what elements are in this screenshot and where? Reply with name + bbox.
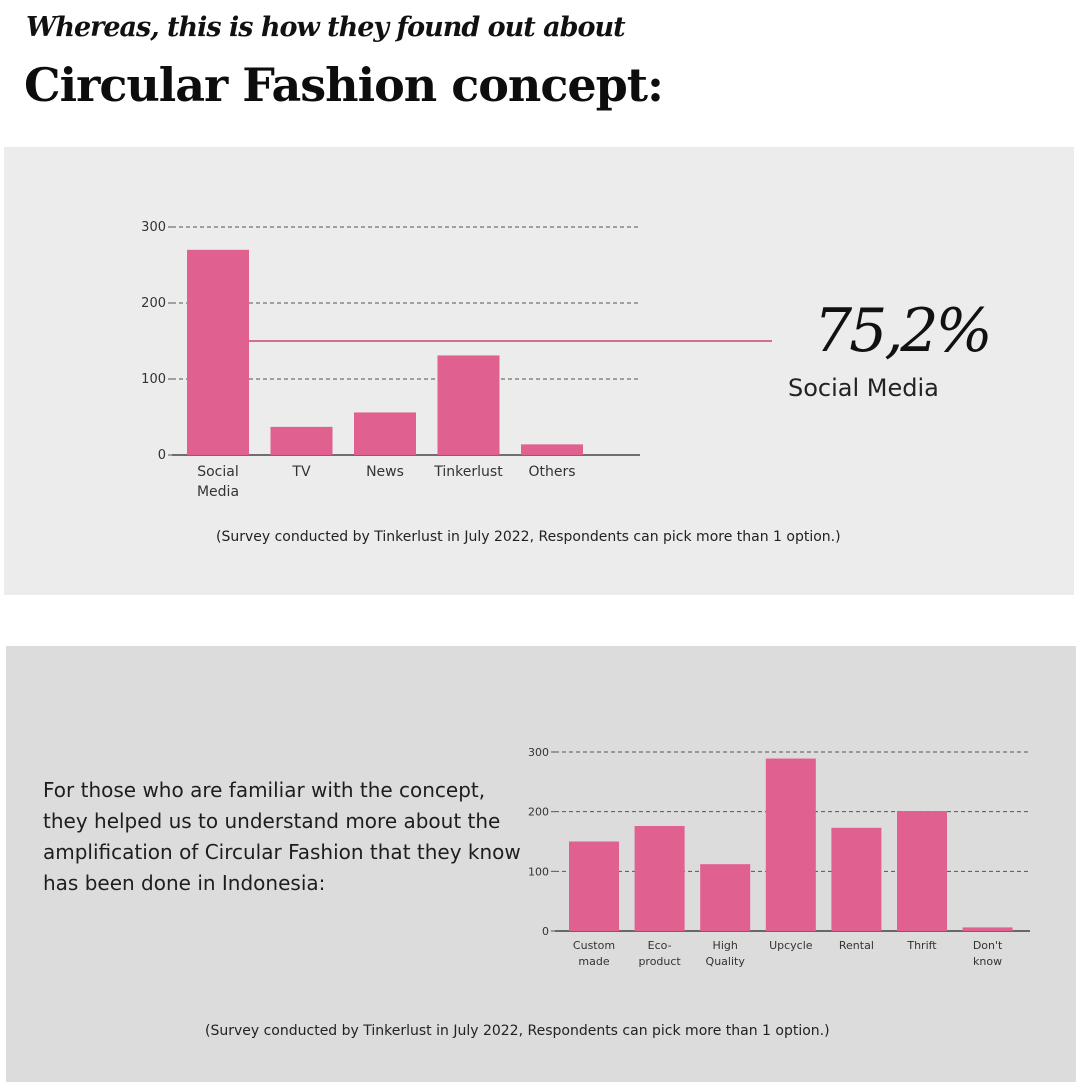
bar-6 [962,927,1013,931]
top-chart-panel [4,147,1074,595]
category-label: know [973,955,1002,968]
category-label: News [366,464,404,480]
y-tick-label: 0 [158,448,166,463]
survey-note-bottom: (Survey conducted by Tinkerlust in July … [205,1023,830,1039]
category-label: product [638,955,681,968]
y-tick-label: 0 [542,925,549,938]
highlight-percentage: 75,2% [814,296,993,366]
bar-1 [270,426,333,455]
y-tick-label: 300 [141,220,166,235]
category-label: Custom [573,939,615,952]
category-label: Eco- [648,939,672,952]
category-label: Quality [706,955,746,968]
category-label: High [713,939,738,952]
bar-0 [187,249,249,455]
category-label: Upcycle [769,939,813,952]
bar-3 [437,355,500,455]
bar-4 [521,444,583,455]
bar-4 [831,827,882,931]
highlight-label: Social Media [788,374,939,402]
category-label: TV [291,464,311,480]
category-label: Rental [839,939,874,952]
category-label: Others [528,464,575,480]
y-tick-label: 200 [141,296,166,311]
page-title: Circular Fashion concept: [24,58,664,112]
bar-1 [634,825,685,931]
y-tick-label: 300 [528,746,549,759]
category-label: Tinkerlust [433,464,503,480]
y-tick-label: 100 [141,372,166,387]
bar-0 [569,841,619,931]
bar-5 [897,811,947,931]
intro-paragraph: For those who are familiar with the conc… [43,778,521,895]
bar-2 [700,864,751,931]
bar-2 [354,412,416,455]
page-subtitle: Whereas, this is how they found out abou… [26,12,626,43]
category-label: Thrift [906,939,937,952]
category-label: Media [197,484,239,500]
category-label: Don't [973,939,1003,952]
category-label: Social [197,464,239,480]
y-tick-label: 200 [528,806,549,819]
category-label: made [578,955,609,968]
survey-note-top: (Survey conducted by Tinkerlust in July … [216,529,841,545]
y-tick-label: 100 [528,865,549,878]
bar-3 [765,758,816,931]
